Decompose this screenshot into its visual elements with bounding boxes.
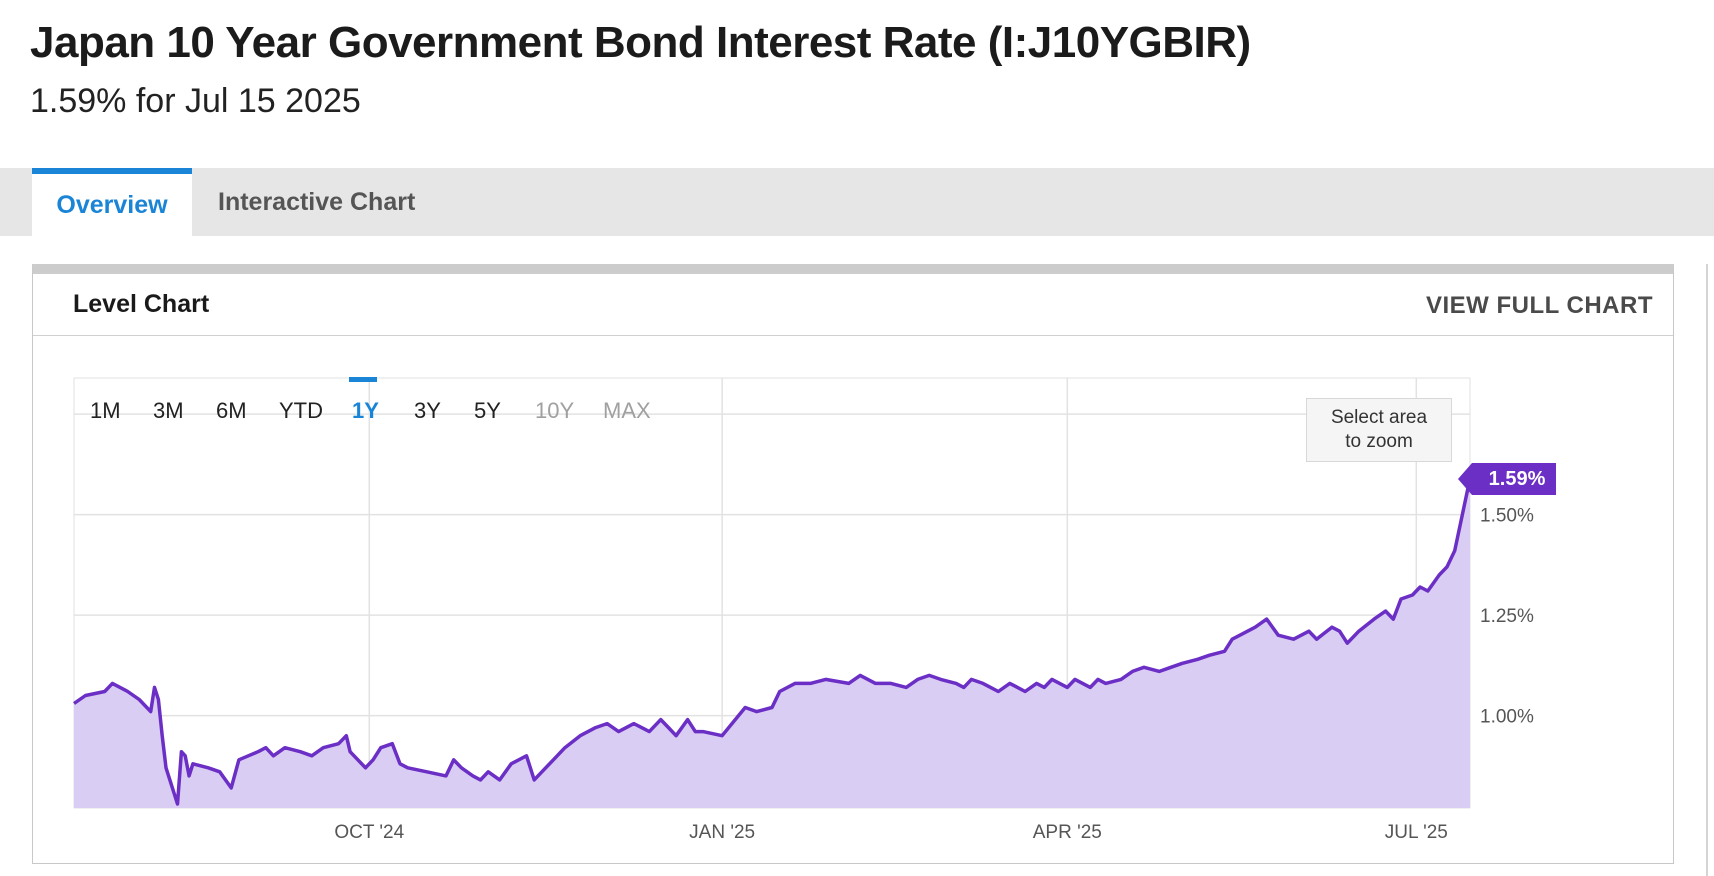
range-button-ytd[interactable]: YTD — [279, 398, 323, 423]
panel-header: Level Chart VIEW FULL CHART — [33, 274, 1673, 336]
panel-title: Level Chart — [73, 290, 210, 318]
zoom-hint-line1: Select area — [1330, 407, 1428, 428]
range-button-3y[interactable]: 3Y — [414, 398, 441, 423]
zoom-hint: Select area to zoom — [1306, 398, 1452, 462]
range-button-1y[interactable]: 1Y — [352, 398, 379, 423]
y-tick-label: 1.50% — [1480, 506, 1534, 527]
view-full-chart-link[interactable]: VIEW FULL CHART — [1425, 292, 1653, 319]
page-title: Japan 10 Year Government Bond Interest R… — [30, 18, 1251, 67]
zoom-hint-line2: to zoom — [1345, 431, 1413, 452]
range-button-6m[interactable]: 6M — [216, 398, 247, 423]
tab-bar: Overview Interactive Chart — [0, 168, 1714, 236]
x-tick-label: OCT '24 — [334, 822, 404, 843]
panel-divider — [1706, 264, 1708, 876]
current-value-tag: 1.59% — [1472, 463, 1556, 495]
range-button-5y[interactable]: 5Y — [474, 398, 501, 423]
range-button-active-indicator — [349, 377, 377, 382]
series-line — [73, 478, 1472, 806]
current-value-subtitle: 1.59% for Jul 15 2025 — [30, 82, 361, 120]
x-tick-label: JUL '25 — [1385, 822, 1448, 843]
tab-interactive-chart[interactable]: Interactive Chart — [218, 188, 416, 216]
current-value-tag-arrow — [1458, 463, 1472, 495]
tab-overview[interactable]: Overview — [32, 168, 192, 236]
y-tick-label: 1.00% — [1480, 707, 1534, 728]
range-button-3m[interactable]: 3M — [153, 398, 184, 423]
range-button-max: MAX — [603, 398, 651, 423]
range-button-1m[interactable]: 1M — [90, 398, 121, 423]
series-area-fill — [74, 478, 1470, 808]
y-tick-label: 1.25% — [1480, 606, 1534, 627]
x-tick-label: JAN '25 — [689, 822, 755, 843]
x-tick-label: APR '25 — [1033, 822, 1102, 843]
range-button-10y: 10Y — [535, 398, 574, 423]
